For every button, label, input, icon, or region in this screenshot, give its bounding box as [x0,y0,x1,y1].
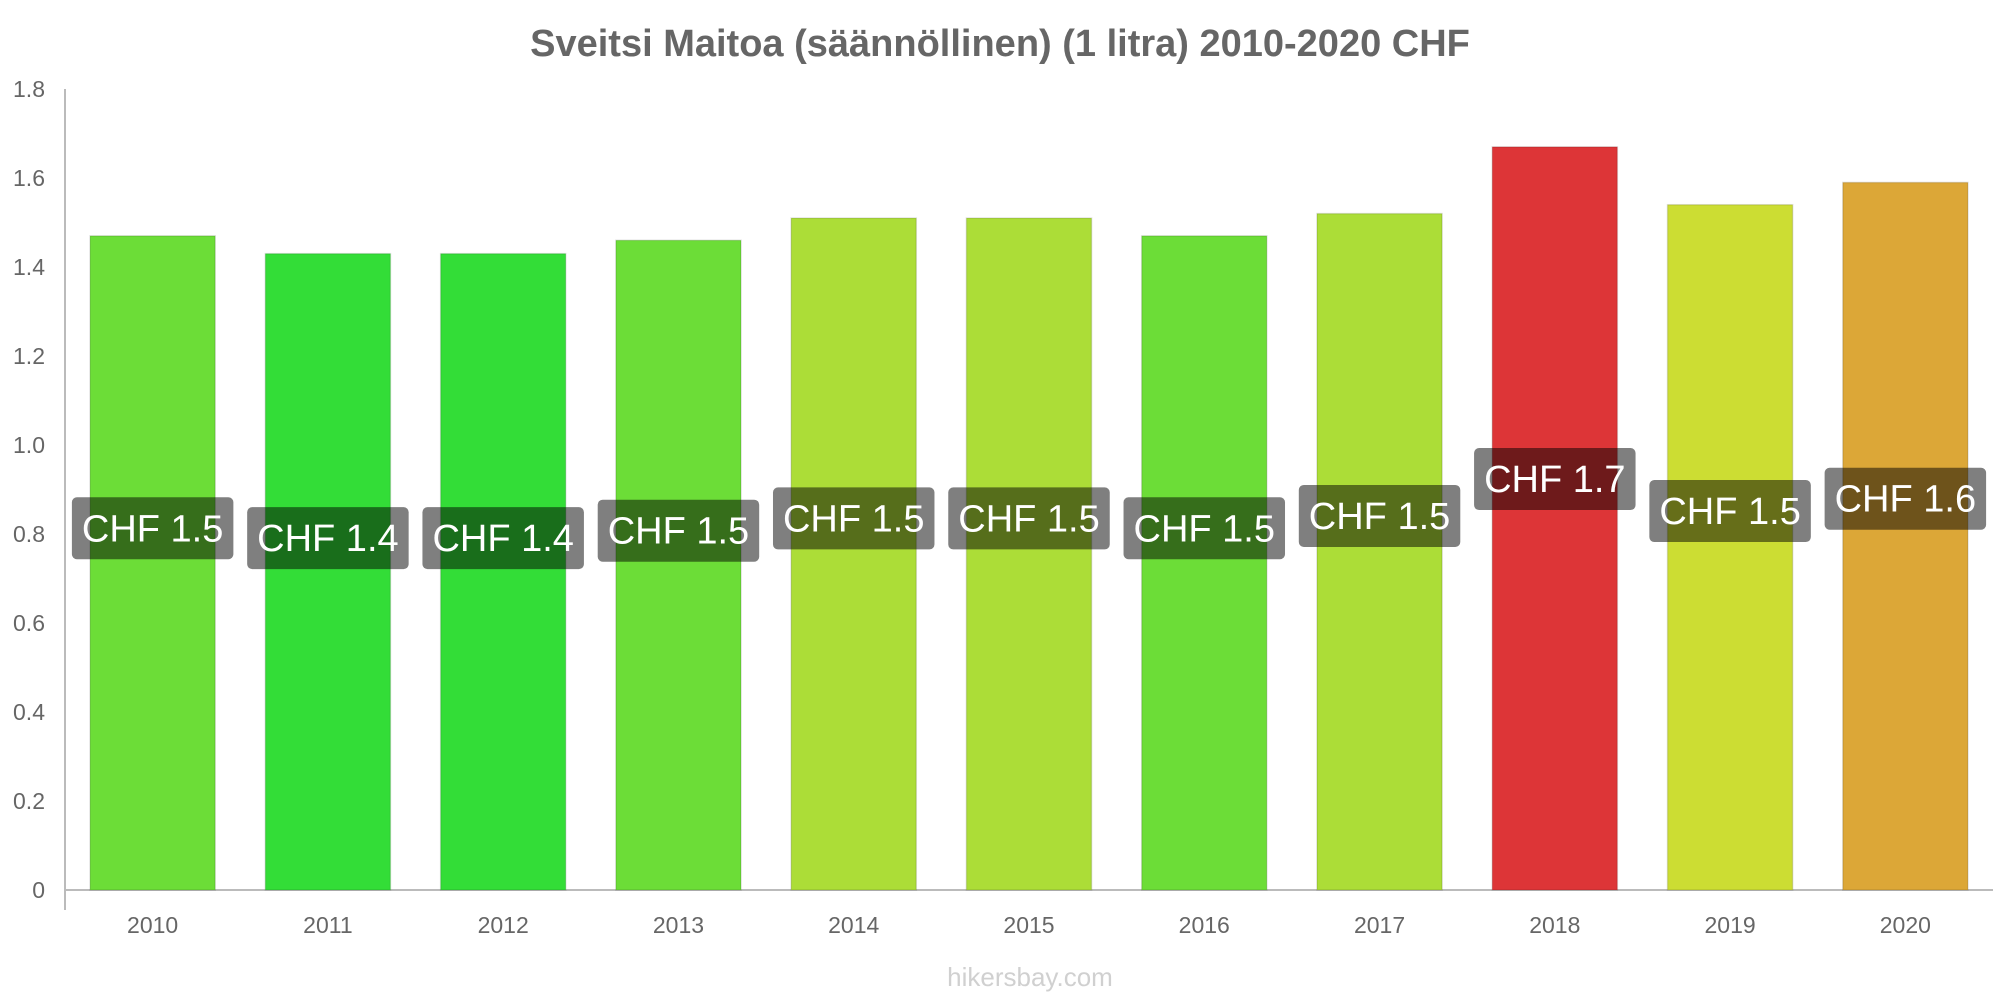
x-tick-label: 2012 [478,912,529,938]
data-label-2012: CHF 1.4 [422,507,584,570]
bar-2017 [1316,212,1443,891]
x-tick-label: 2020 [1880,912,1931,938]
x-tick-label: 2018 [1529,912,1580,938]
data-label-2016: CHF 1.5 [1123,497,1286,560]
data-label-box [1824,467,1987,530]
data-label-2013: CHF 1.5 [597,499,760,562]
data-label-2010: CHF 1.5 [71,497,234,560]
y-axis: 0 0.2 0.4 0.6 0.8 1.0 1.2 1.4 1.6 1.8 [13,76,66,910]
data-label-box [1649,480,1811,543]
bar-2019 [1666,203,1794,891]
y-tick-label: 1.2 [13,343,45,369]
bar-2018 [1491,146,1619,891]
x-tick-label: 2015 [1003,912,1054,938]
y-tick-label: 0.8 [13,521,45,547]
data-label-text: CHF 1.6 [1835,479,1976,521]
x-tick-label: 2014 [828,912,879,938]
data-label-2019: CHF 1.5 [1649,480,1811,543]
y-tick-label: 0.6 [13,610,45,636]
bar-2014 [790,217,918,891]
data-label-text: CHF 1.5 [608,511,749,553]
data-label-text: CHF 1.5 [958,498,1099,540]
data-labels-group: CHF 1.5 CHF 1.4 CHF 1.4 CHF 1.5 CHF 1.5 CHF 1… [71,448,1987,570]
data-label-2015: CHF 1.5 [948,487,1110,550]
bars-group [89,146,1969,891]
data-label-box [1298,484,1461,547]
x-tick-label: 2019 [1705,912,1756,938]
x-tick-label: 2013 [653,912,704,938]
bar-2015 [965,217,1093,891]
data-label-2017: CHF 1.5 [1298,484,1461,547]
data-label-2018: CHF 1.7 [1474,448,1636,511]
data-label-box [597,499,760,562]
data-label-text: CHF 1.5 [82,508,223,550]
data-label-box [1123,497,1286,560]
chart-title: Sveitsi Maitoa (säännöllinen) (1 litra) … [530,23,1470,65]
bar-2010 [89,235,216,891]
data-label-box [772,487,935,550]
bar-2016 [1140,235,1268,891]
data-label-text: CHF 1.5 [1659,491,1800,533]
bar-2013 [615,239,742,891]
x-axis: 2010 2011 2012 2013 2014 2015 2016 2017 2018 2019… [65,889,1993,938]
y-tick-label: 1.4 [13,254,45,280]
data-label-box [1474,448,1636,511]
x-tick-label: 2010 [127,912,178,938]
data-label-text: CHF 1.7 [1484,459,1625,501]
data-label-text: CHF 1.4 [432,518,573,560]
data-label-box [422,507,584,570]
bar-2012 [439,252,567,891]
x-tick-label: 2011 [303,912,352,938]
y-tick-label: 0.4 [13,699,45,725]
y-tick-label: 1.0 [13,432,45,458]
y-tick-label: 1.8 [13,76,45,102]
data-label-box [247,507,409,570]
data-label-box [71,497,234,560]
data-label-2014: CHF 1.5 [772,487,935,550]
data-label-text: CHF 1.5 [783,498,924,540]
data-label-box [948,487,1110,550]
y-tick-label: 0.2 [13,788,45,814]
bar-2020 [1842,181,1969,891]
x-tick-label: 2016 [1179,912,1230,938]
y-tick-label: 1.6 [13,165,45,191]
data-label-text: CHF 1.5 [1309,496,1450,538]
y-tick-label: 0 [32,877,45,903]
data-label-2020: CHF 1.6 [1824,467,1987,530]
data-label-2011: CHF 1.4 [247,507,409,570]
watermark: hikersbay.com [947,962,1113,992]
x-tick-label: 2017 [1354,912,1405,938]
data-label-text: CHF 1.5 [1134,508,1275,550]
data-label-text: CHF 1.4 [257,518,398,560]
bar-2011 [264,252,392,891]
